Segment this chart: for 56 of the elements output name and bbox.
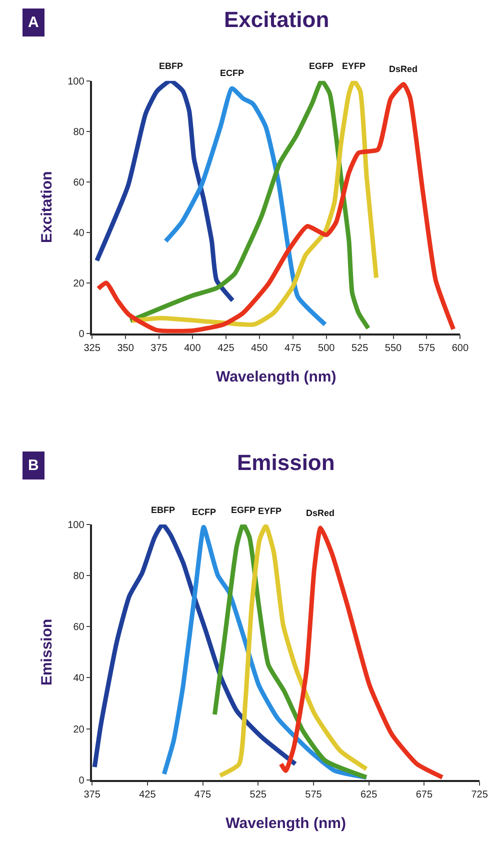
y-tick-label: 80 xyxy=(73,126,85,138)
series-label: EYFP xyxy=(258,506,282,516)
y-tick-label: 40 xyxy=(73,673,85,684)
text: B xyxy=(28,457,39,474)
x-tick-label: 725 xyxy=(471,790,488,801)
x-tick-label: 400 xyxy=(184,343,202,354)
line-series xyxy=(94,80,235,303)
x-tick-label: 475 xyxy=(194,790,212,801)
x-tick-label: 600 xyxy=(452,343,469,354)
text: A xyxy=(28,14,39,31)
series-label: DsRed xyxy=(389,64,418,74)
x-tick-label: 425 xyxy=(218,343,235,354)
y-tick-label: 20 xyxy=(73,724,85,736)
x-tick-label: 625 xyxy=(360,790,378,801)
x-tick-label: 525 xyxy=(351,343,369,354)
series-label: ECFP xyxy=(220,68,244,78)
x-tick-label: 500 xyxy=(318,343,336,354)
y-tick-label: 0 xyxy=(78,328,85,340)
x-tick-label: 550 xyxy=(384,343,402,354)
series-label: EGFP xyxy=(231,505,256,515)
series-label: EGFP xyxy=(309,61,334,71)
chart-title: Excitation xyxy=(224,7,330,32)
line-series xyxy=(92,524,298,770)
x-tick-label: 675 xyxy=(416,790,433,801)
x-tick-label: 325 xyxy=(84,343,101,354)
line-series xyxy=(163,86,328,327)
x-tick-label: 575 xyxy=(305,790,322,801)
y-tick-label: 20 xyxy=(73,278,85,290)
x-tick-label: 575 xyxy=(418,343,436,354)
y-tick-label: 100 xyxy=(68,520,85,532)
series-label: ECFP xyxy=(192,507,216,517)
x-tick-label: 475 xyxy=(284,343,302,354)
y-tick-label: 100 xyxy=(68,76,85,88)
x-tick-label: 425 xyxy=(139,790,156,801)
y-tick-label: 0 xyxy=(78,775,85,786)
x-axis-title: Wavelength (nm) xyxy=(226,815,346,832)
y-axis-title: Emission xyxy=(38,618,56,686)
series-label: DsRed xyxy=(306,508,335,518)
line-series xyxy=(96,82,456,334)
x-tick-label: 350 xyxy=(117,343,134,354)
y-axis-title: Excitation xyxy=(38,171,56,243)
x-tick-label: 375 xyxy=(84,790,101,801)
line-series xyxy=(278,526,445,780)
x-tick-label: 525 xyxy=(250,790,267,801)
line-series xyxy=(162,524,369,780)
y-tick-label: 80 xyxy=(73,571,85,582)
x-axis-title: Wavelength (nm) xyxy=(216,368,336,386)
series-label: EYFP xyxy=(342,61,366,71)
y-tick-label: 40 xyxy=(73,228,85,239)
x-tick-label: 450 xyxy=(251,343,268,354)
y-tick-label: 60 xyxy=(73,622,85,634)
y-tick-label: 60 xyxy=(73,177,85,188)
chart-title: Emission xyxy=(237,450,335,475)
series-label: EBFP xyxy=(151,505,176,515)
x-tick-label: 375 xyxy=(150,343,168,354)
series-label: EBFP xyxy=(159,61,184,71)
